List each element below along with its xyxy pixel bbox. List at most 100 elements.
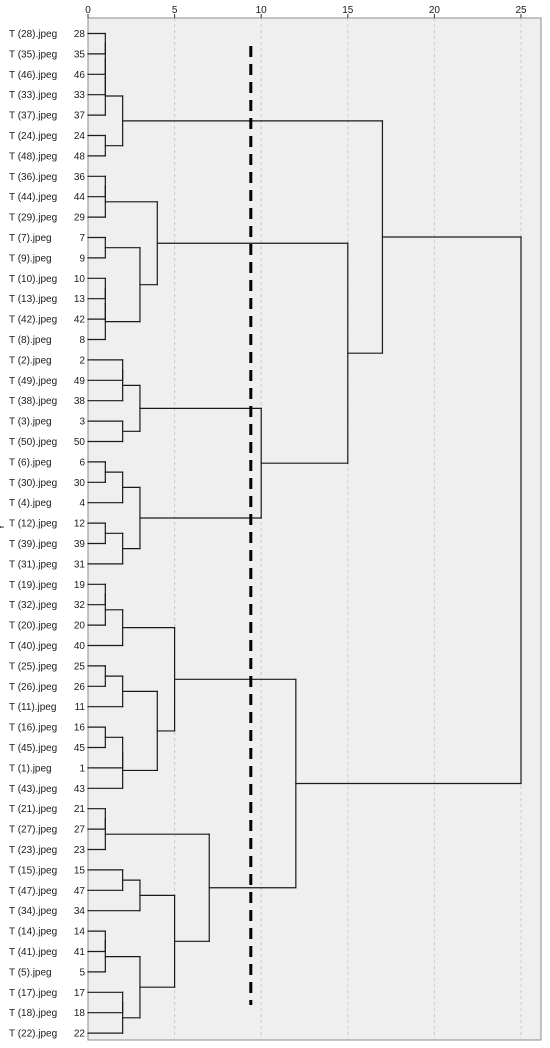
leaf-id-label-48: 48 [74, 151, 86, 162]
leaf-id-label-6: 6 [79, 457, 85, 468]
leaf-id-label-49: 49 [74, 376, 86, 387]
leaf-id-label-13: 13 [74, 294, 86, 305]
leaf-case-label-45: T (45).jpeg [9, 743, 57, 754]
leaf-case-label-18: T (18).jpeg [9, 1008, 57, 1019]
leaf-id-label-14: 14 [74, 927, 86, 938]
leaf-id-label-1: 1 [79, 763, 85, 774]
leaf-id-label-25: 25 [74, 661, 86, 672]
leaf-id-label-43: 43 [74, 784, 86, 795]
leaf-case-label-2: T (2).jpeg [9, 355, 52, 366]
leaf-case-label-17: T (17).jpeg [9, 988, 57, 999]
leaf-case-label-9: T (9).jpeg [9, 253, 52, 264]
leaf-id-label-29: 29 [74, 213, 86, 224]
leaf-id-label-42: 42 [74, 315, 86, 326]
leaf-id-label-3: 3 [79, 417, 85, 428]
leaf-id-label-10: 10 [74, 274, 86, 285]
leaf-case-label-12: T (12).jpeg [9, 519, 57, 530]
leaf-case-label-24: T (24).jpeg [9, 131, 57, 142]
leaf-case-label-28: T (28).jpeg [9, 29, 57, 40]
leaf-id-label-11: 11 [75, 702, 86, 713]
leaf-case-label-10: T (10).jpeg [9, 274, 57, 285]
leaf-case-label-42: T (42).jpeg [9, 315, 57, 326]
leaf-id-label-21: 21 [74, 804, 86, 815]
leaf-case-label-27: T (27).jpeg [9, 825, 57, 836]
plot-frame-layer [87, 17, 542, 1041]
leaf-id-label-28: 28 [74, 29, 86, 40]
leaf-id-label-45: 45 [74, 743, 86, 754]
leaf-id-label-8: 8 [79, 335, 85, 346]
leaf-case-label-49: T (49).jpeg [9, 376, 57, 387]
leaf-case-label-32: T (32).jpeg [9, 600, 57, 611]
leaf-case-label-29: T (29).jpeg [9, 213, 57, 224]
leaf-case-label-1: T (1).jpeg [9, 763, 52, 774]
leaf-case-label-25: T (25).jpeg [9, 661, 57, 672]
leaf-case-label-11: T (11).jpeg [9, 702, 56, 713]
leaf-case-label-14: T (14).jpeg [9, 927, 57, 938]
leaf-case-label-15: T (15).jpeg [9, 865, 57, 876]
leaf-case-label-4: T (4).jpeg [9, 498, 52, 509]
leaf-id-label-50: 50 [74, 437, 86, 448]
leaf-id-label-34: 34 [74, 906, 86, 917]
leaf-id-label-7: 7 [79, 233, 85, 244]
leaf-id-label-38: 38 [74, 396, 86, 407]
leaf-case-label-47: T (47).jpeg [9, 886, 57, 897]
leaf-id-label-23: 23 [74, 845, 86, 856]
y-axis-label: Y [0, 523, 7, 530]
leaf-case-label-22: T (22).jpeg [9, 1029, 57, 1040]
leaf-id-label-5: 5 [79, 967, 85, 978]
leaf-case-label-19: T (19).jpeg [9, 580, 57, 591]
x-tick-label-20: 20 [429, 5, 441, 16]
leaf-case-label-46: T (46).jpeg [9, 70, 57, 81]
leaf-id-label-17: 17 [74, 988, 86, 999]
leaf-id-label-16: 16 [74, 723, 86, 734]
leaf-case-label-48: T (48).jpeg [9, 151, 57, 162]
x-tick-label-10: 10 [256, 5, 268, 16]
leaf-id-label-15: 15 [74, 865, 86, 876]
leaf-id-label-22: 22 [74, 1029, 86, 1040]
leaf-id-label-33: 33 [74, 90, 86, 101]
leaf-case-label-34: T (34).jpeg [9, 906, 57, 917]
leaf-case-label-35: T (35).jpeg [9, 49, 57, 60]
leaf-case-label-6: T (6).jpeg [9, 457, 52, 468]
x-tick-label-5: 5 [172, 5, 178, 16]
leaf-id-label-12: 12 [74, 519, 86, 530]
leaf-case-label-7: T (7).jpeg [9, 233, 52, 244]
leaf-id-label-30: 30 [74, 478, 86, 489]
leaf-id-label-27: 27 [74, 825, 86, 836]
leaf-case-label-37: T (37).jpeg [9, 111, 57, 122]
leaf-case-label-23: T (23).jpeg [9, 845, 57, 856]
x-tick-label-25: 25 [515, 5, 527, 16]
leaf-id-label-41: 41 [74, 947, 86, 958]
leaf-id-label-37: 37 [74, 111, 86, 122]
leaf-id-label-44: 44 [74, 192, 86, 203]
link-layer [87, 32, 522, 1034]
leaf-id-label-36: 36 [74, 172, 86, 183]
x-tick-label-0: 0 [85, 5, 91, 16]
leaf-case-label-13: T (13).jpeg [9, 294, 57, 305]
leaf-case-label-5: T (5).jpeg [9, 967, 52, 978]
leaf-case-label-36: T (36).jpeg [9, 172, 57, 183]
leaf-case-label-38: T (38).jpeg [9, 396, 57, 407]
leaf-id-label-39: 39 [74, 539, 86, 550]
leaf-id-label-46: 46 [74, 70, 86, 81]
leaf-case-label-41: T (41).jpeg [9, 947, 57, 958]
leaf-case-label-30: T (30).jpeg [9, 478, 57, 489]
leaf-id-label-2: 2 [79, 355, 85, 366]
x-tick-layer: 0 5 10 15 20 25 [85, 5, 527, 18]
leaf-id-label-47: 47 [74, 886, 86, 897]
leaf-case-label-21: T (21).jpeg [9, 804, 57, 815]
leaf-case-label-8: T (8).jpeg [9, 335, 52, 346]
leaf-case-label-44: T (44).jpeg [9, 192, 57, 203]
y-label-layer: Y [0, 523, 7, 530]
leaf-case-label-39: T (39).jpeg [9, 539, 57, 550]
leaf-case-label-43: T (43).jpeg [9, 784, 57, 795]
leaf-id-label-31: 31 [74, 559, 86, 570]
leaf-id-label-24: 24 [74, 131, 86, 142]
leaf-id-label-18: 18 [74, 1008, 86, 1019]
leaf-id-label-32: 32 [74, 600, 86, 611]
leaf-case-label-33: T (33).jpeg [9, 90, 57, 101]
leaf-case-label-20: T (20).jpeg [9, 621, 57, 632]
leaf-id-label-35: 35 [74, 49, 86, 60]
